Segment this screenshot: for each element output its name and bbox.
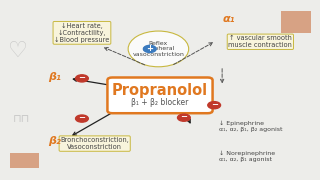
Text: ↑ vascular smooth
muscle contraction: ↑ vascular smooth muscle contraction <box>228 35 292 48</box>
FancyBboxPatch shape <box>281 11 311 33</box>
Circle shape <box>178 114 190 121</box>
FancyBboxPatch shape <box>10 153 39 168</box>
FancyBboxPatch shape <box>108 78 212 113</box>
Text: ♡: ♡ <box>8 41 28 61</box>
Text: Reflex
peripheral
vasoconstriction: Reflex peripheral vasoconstriction <box>132 41 184 57</box>
Text: ↓ Epinephrine
α₁, α₂, β₁, β₂ agonist: ↓ Epinephrine α₁, α₂, β₁, β₂ agonist <box>219 121 283 132</box>
Text: +: + <box>146 44 153 53</box>
Text: ↓Heart rate,
↓Contractility,
↓Blood pressure: ↓Heart rate, ↓Contractility, ↓Blood pres… <box>54 23 110 43</box>
Ellipse shape <box>128 31 189 67</box>
Text: β₁: β₁ <box>48 72 61 82</box>
Text: −: − <box>78 73 85 82</box>
Text: −: − <box>211 100 218 109</box>
Circle shape <box>76 75 88 82</box>
Circle shape <box>143 45 156 53</box>
Circle shape <box>76 115 88 122</box>
Text: β₁ + β₂ blocker: β₁ + β₂ blocker <box>131 98 189 107</box>
Text: α₁: α₁ <box>222 14 235 24</box>
Text: ⊓⊓: ⊓⊓ <box>13 114 30 124</box>
Text: β₂: β₂ <box>48 136 61 146</box>
Text: Bronchoconstriction,
Vasoconstriction: Bronchoconstriction, Vasoconstriction <box>60 137 129 150</box>
Text: ↓ Norepinephrine
α₁, α₂, β₁ agonist: ↓ Norepinephrine α₁, α₂, β₁ agonist <box>219 150 275 162</box>
Text: Propranolol: Propranolol <box>112 82 208 98</box>
Text: −: − <box>78 113 85 122</box>
Circle shape <box>208 102 220 109</box>
Text: −: − <box>180 112 188 121</box>
